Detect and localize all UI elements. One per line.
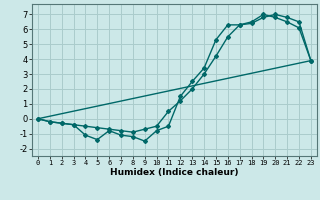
- X-axis label: Humidex (Indice chaleur): Humidex (Indice chaleur): [110, 168, 239, 177]
